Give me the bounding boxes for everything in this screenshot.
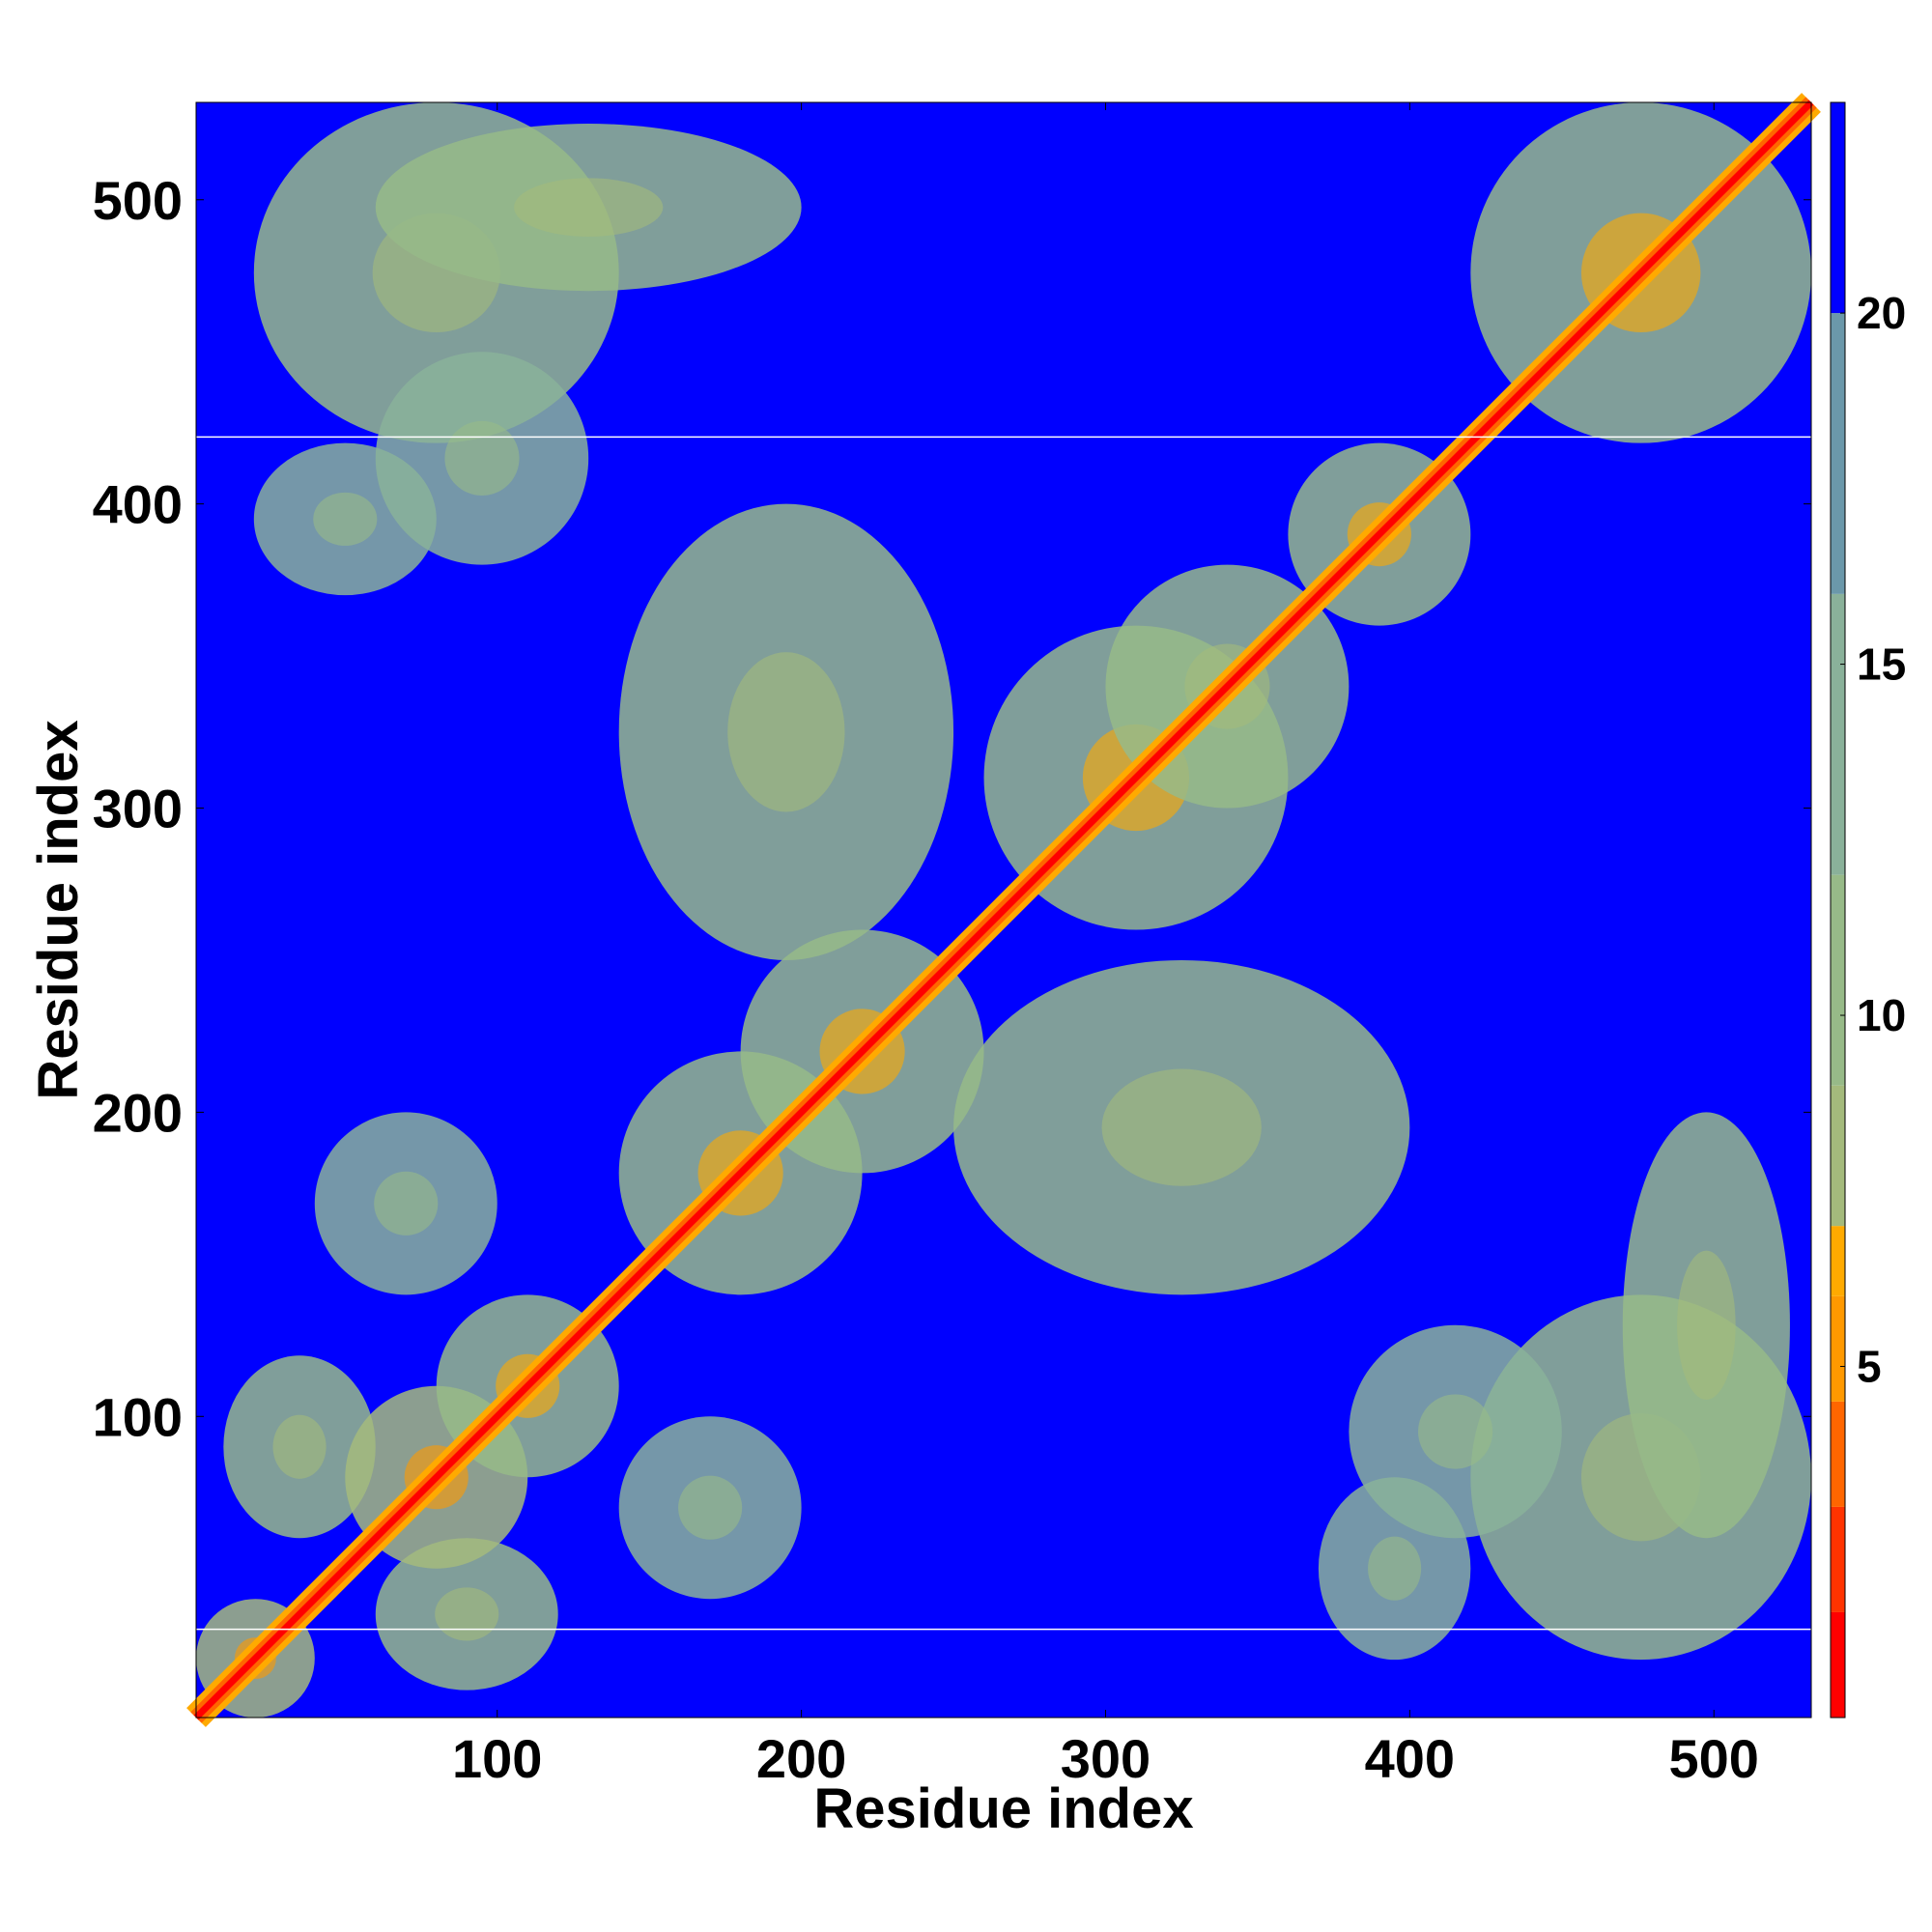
y-axis-title: Residue index xyxy=(27,720,90,1099)
colorbar-segment-0 xyxy=(1831,1611,1845,1718)
y-tick-label: 100 xyxy=(93,1386,183,1447)
contact-region-core-2 xyxy=(435,1587,499,1641)
contact-region-core-15 xyxy=(727,652,845,812)
contact-region-core-22 xyxy=(444,420,520,496)
contact-region-core-5 xyxy=(374,1171,439,1236)
contact-region-core-19 xyxy=(1677,1250,1736,1400)
contact-region-core-1 xyxy=(272,1414,327,1479)
colorbar-segment-7 xyxy=(1831,593,1845,875)
x-axis-title: Residue index xyxy=(813,1777,1193,1840)
contact-region-core-16 xyxy=(1101,1068,1262,1186)
contact-region-core-18 xyxy=(1368,1536,1422,1601)
colorbar: 5 10 15 20 xyxy=(1830,101,1906,1719)
highlight-lines xyxy=(196,436,1811,1631)
colorbar-segment-4 xyxy=(1831,1226,1845,1296)
y-axis-ticks: 100 200 300 400 500 xyxy=(93,170,1811,1447)
x-axis-ticks: 100 200 300 400 500 xyxy=(452,102,1759,1789)
diagonal-core xyxy=(193,99,1814,1720)
y-tick-label: 500 xyxy=(93,170,183,231)
colorbar-segment-3 xyxy=(1831,1295,1845,1402)
plot-frame xyxy=(195,101,1812,1719)
colorbar-tick-label: 10 xyxy=(1857,990,1906,1040)
x-tick-label: 100 xyxy=(452,1728,542,1789)
colorbar-segment-6 xyxy=(1831,874,1845,1086)
colorbar-tick-label: 20 xyxy=(1857,288,1906,338)
y-tick-label: 200 xyxy=(93,1082,183,1143)
heatmap-plot-area xyxy=(186,93,1821,1727)
colorbar-segment-1 xyxy=(1831,1506,1845,1612)
colorbar-segment-8 xyxy=(1831,313,1845,594)
x-tick-label: 500 xyxy=(1669,1728,1759,1789)
contact-region-core-20 xyxy=(514,178,664,237)
colorbar-tick-label: 15 xyxy=(1857,639,1906,690)
contact-region-core-6 xyxy=(678,1475,743,1540)
x-tick-label: 400 xyxy=(1365,1728,1455,1789)
colorbar-segment-2 xyxy=(1831,1401,1845,1507)
y-tick-label: 300 xyxy=(93,779,183,839)
x-tick-label: 200 xyxy=(756,1728,846,1789)
diagonal-band xyxy=(186,93,1821,1727)
contact-region-core-21 xyxy=(1418,1394,1493,1469)
contact-region-core-17 xyxy=(313,492,378,546)
colorbar-segment-5 xyxy=(1831,1085,1845,1227)
x-tick-label: 300 xyxy=(1061,1728,1151,1789)
colorbar-frame xyxy=(1830,101,1846,1719)
colorbar-segment-9 xyxy=(1831,102,1845,314)
y-tick-label: 400 xyxy=(93,474,183,535)
colorbar-tick-label: 5 xyxy=(1857,1342,1882,1392)
